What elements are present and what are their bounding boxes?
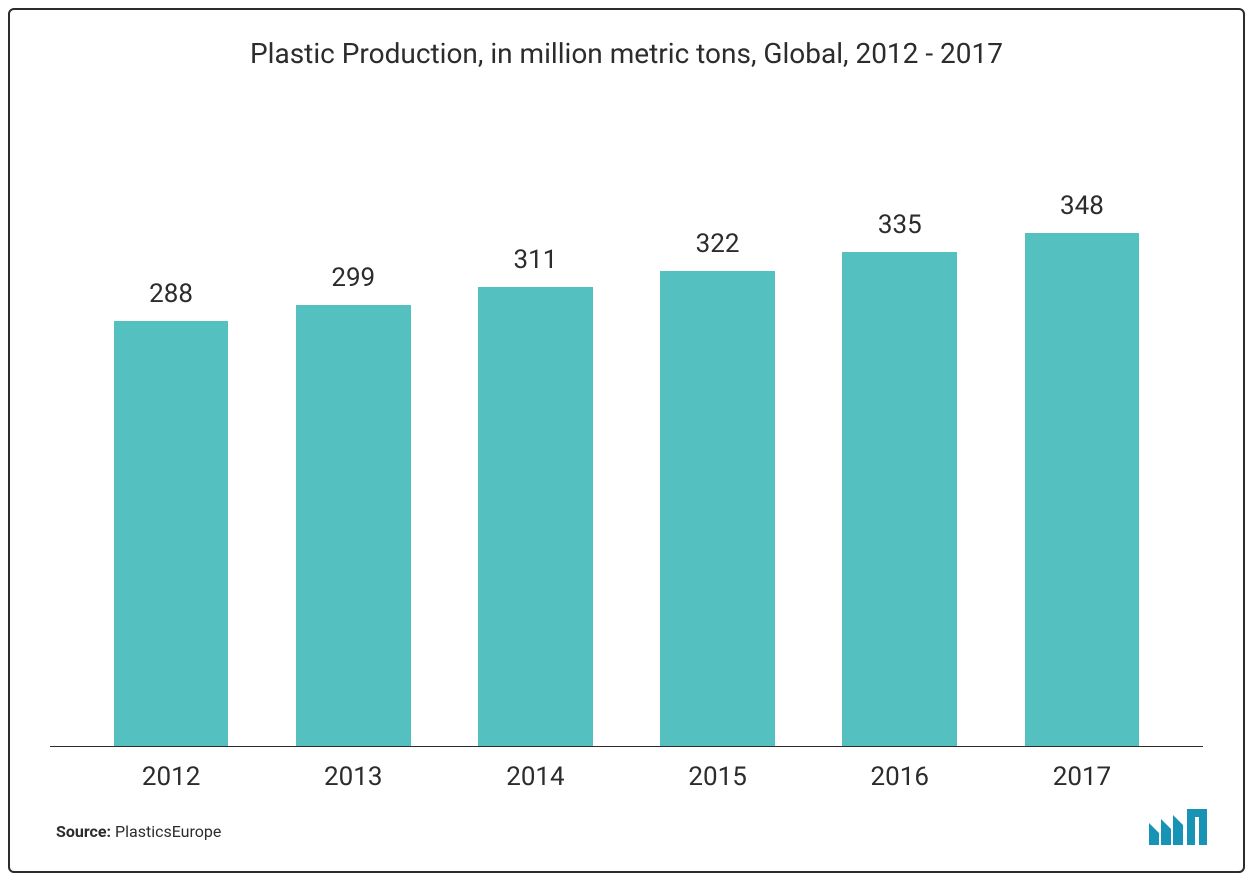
bar-value-label: 288 xyxy=(149,279,193,309)
bar-group: 322 xyxy=(627,103,809,746)
x-axis-label: 2015 xyxy=(627,762,809,792)
source-text: PlasticsEurope xyxy=(115,822,221,841)
mi-logo-icon xyxy=(1149,809,1207,845)
bar-group: 299 xyxy=(262,103,444,746)
chart-container: Plastic Production, in million metric to… xyxy=(8,8,1245,873)
chart-bar xyxy=(842,252,957,746)
chart-bar xyxy=(114,321,229,746)
bar-value-label: 311 xyxy=(514,245,558,275)
x-axis-label: 2012 xyxy=(80,762,262,792)
bar-group: 311 xyxy=(444,103,626,746)
bar-group: 335 xyxy=(809,103,991,746)
source-line: Source: PlasticsEurope xyxy=(56,822,1203,841)
chart-bar xyxy=(1025,233,1140,746)
chart-bar xyxy=(660,271,775,746)
bar-group: 348 xyxy=(991,103,1173,746)
bar-value-label: 299 xyxy=(331,263,375,293)
chart-title: Plastic Production, in million metric to… xyxy=(50,35,1203,73)
chart-bar xyxy=(296,305,411,746)
x-axis-label: 2013 xyxy=(262,762,444,792)
source-label: Source: xyxy=(56,822,111,841)
bar-value-label: 348 xyxy=(1060,191,1104,221)
bar-group: 288 xyxy=(80,103,262,746)
plot-area: 288 299 311 322 335 348 xyxy=(50,103,1203,747)
x-axis-label: 2016 xyxy=(809,762,991,792)
bar-value-label: 335 xyxy=(878,210,922,240)
x-axis: 2012 2013 2014 2015 2016 2017 xyxy=(50,762,1203,792)
chart-bar xyxy=(478,287,593,746)
x-axis-label: 2017 xyxy=(991,762,1173,792)
bar-value-label: 322 xyxy=(696,229,740,259)
x-axis-label: 2014 xyxy=(444,762,626,792)
